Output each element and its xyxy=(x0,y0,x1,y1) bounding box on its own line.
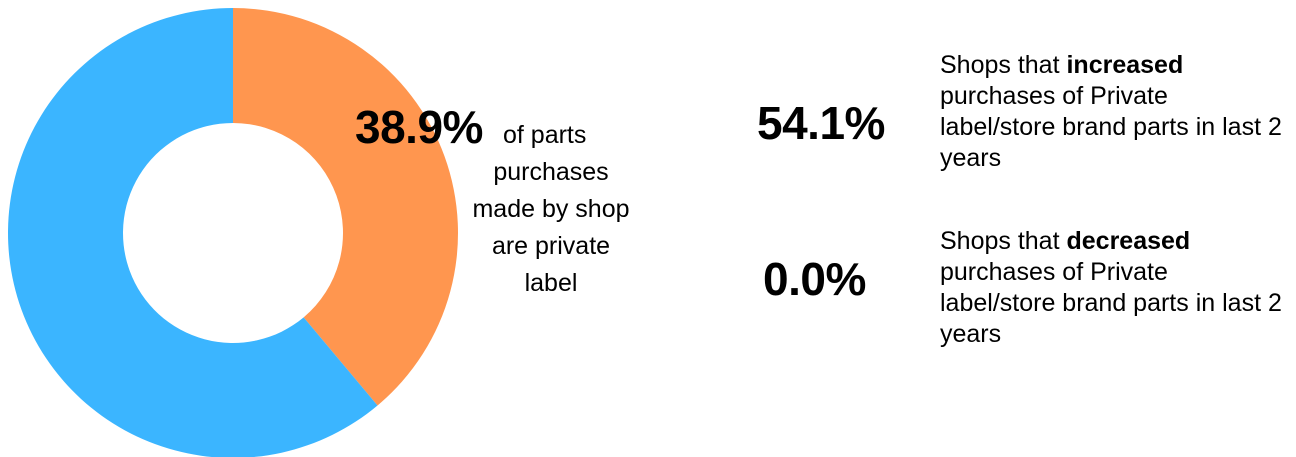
donut-chart xyxy=(8,8,458,457)
increased-share-value: 54.1% xyxy=(757,97,885,149)
private-label-share-description: of parts purchases made by shop are priv… xyxy=(466,117,636,302)
decreased-share-value: 0.0% xyxy=(763,253,866,305)
private-label-share-value: 38.9% xyxy=(355,101,483,153)
decreased-suffix: purchases of Private label/store brand p… xyxy=(940,258,1282,348)
decreased-emphasis: decreased xyxy=(1066,227,1191,255)
increased-emphasis: increased xyxy=(1066,51,1184,79)
private-label-share-text: purchases made by shop are private label xyxy=(472,158,630,297)
decreased-prefix: Shops that xyxy=(940,227,1060,255)
increased-prefix: Shops that xyxy=(940,51,1060,79)
private-label-share-lead: of parts xyxy=(503,121,587,149)
increased-description: Shops that increased purchases of Privat… xyxy=(940,50,1290,174)
increased-suffix: purchases of Private label/store brand p… xyxy=(940,82,1282,172)
donut-slice-other xyxy=(8,8,378,457)
donut-slice-private-label xyxy=(233,8,458,406)
decreased-description: Shops that decreased purchases of Privat… xyxy=(940,226,1290,350)
